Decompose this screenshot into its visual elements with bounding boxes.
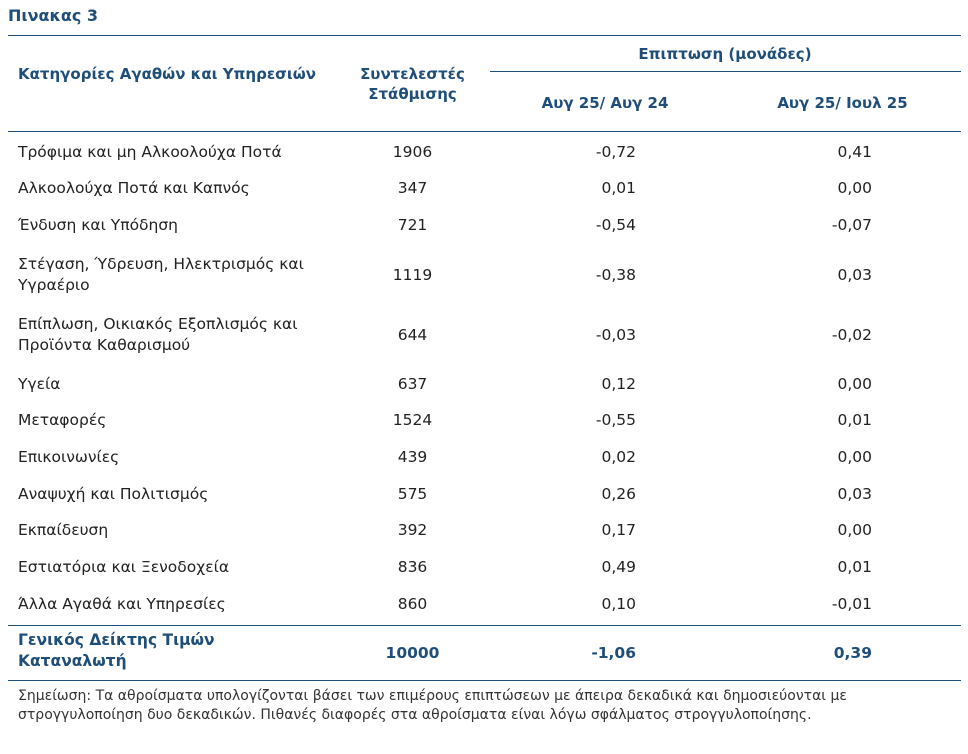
row-category: Τρόφιμα και μη Αλκοολούχα Ποτά bbox=[18, 143, 282, 161]
row-mom: 0,01 bbox=[837, 411, 872, 429]
row-weight: 637 bbox=[397, 375, 428, 393]
row-mom: 0,03 bbox=[837, 485, 872, 503]
row-weight: 836 bbox=[397, 558, 428, 576]
row-mom: 0,01 bbox=[837, 558, 872, 576]
row-category: Υγεία bbox=[18, 375, 61, 393]
row-yoy: -0,54 bbox=[595, 216, 636, 234]
row-yoy: 0,10 bbox=[601, 595, 636, 613]
row-mom: 0,03 bbox=[837, 266, 872, 284]
row-yoy: -0,03 bbox=[595, 326, 636, 344]
row-mom: -0,01 bbox=[831, 595, 872, 613]
row-category: Εστιατόρια και Ξενοδοχεία bbox=[18, 558, 230, 576]
row-category: Άλλα Αγαθά και Υπηρεσίες bbox=[18, 595, 226, 613]
row-weight: 392 bbox=[397, 521, 428, 539]
row-mom: -0,02 bbox=[831, 326, 872, 344]
row-yoy: -0,38 bbox=[595, 266, 636, 284]
total-top-rule bbox=[8, 625, 961, 626]
row-weight: 721 bbox=[397, 216, 428, 234]
total-mom: 0,39 bbox=[833, 644, 872, 662]
row-yoy: -0,72 bbox=[595, 143, 636, 161]
row-category: Ένδυση και Υπόδηση bbox=[18, 216, 179, 234]
row-category: Εκπαίδευση bbox=[18, 521, 109, 539]
row-weight: 439 bbox=[397, 448, 428, 466]
table-title: Πινακας 3 bbox=[8, 6, 99, 25]
total-yoy: -1,06 bbox=[591, 644, 636, 662]
row-weight: 1119 bbox=[392, 266, 433, 284]
header-yoy: Αυγ 25/ Αυγ 24 bbox=[541, 94, 669, 112]
row-yoy: -0,55 bbox=[595, 411, 636, 429]
row-mom: 0,41 bbox=[837, 143, 872, 161]
total-bottom-rule bbox=[8, 680, 961, 681]
header-impact: Επιπτωση (μονάδες) bbox=[638, 45, 812, 63]
row-yoy: 0,26 bbox=[601, 485, 636, 503]
row-yoy: 0,49 bbox=[601, 558, 636, 576]
header-mom: Αυγ 25/ Ιουλ 25 bbox=[777, 94, 908, 112]
total-weight: 10000 bbox=[385, 644, 440, 662]
row-mom: 0,00 bbox=[837, 521, 872, 539]
row-category: Επίπλωση, Οικιακός Εξοπλισμός και Προϊόν… bbox=[18, 315, 298, 354]
row-weight: 1906 bbox=[392, 143, 433, 161]
row-category: Επικοινωνίες bbox=[18, 448, 120, 466]
row-category: Αλκοολούχα Ποτά και Καπνός bbox=[18, 179, 250, 197]
row-mom: -0,07 bbox=[831, 216, 872, 234]
row-mom: 0,00 bbox=[837, 375, 872, 393]
row-category: Αναψυχή και Πολιτισμός bbox=[18, 485, 209, 503]
row-category: Μεταφορές bbox=[18, 411, 107, 429]
row-category: Στέγαση, Ύδρευση, Ηλεκτρισμός και Υγραέρ… bbox=[18, 255, 304, 294]
row-weight: 347 bbox=[397, 179, 428, 197]
header-bottom-rule bbox=[8, 131, 961, 132]
row-yoy: 0,17 bbox=[601, 521, 636, 539]
row-weight: 860 bbox=[397, 595, 428, 613]
top-rule bbox=[8, 35, 961, 36]
row-mom: 0,00 bbox=[837, 448, 872, 466]
row-mom: 0,00 bbox=[837, 179, 872, 197]
header-subrule bbox=[490, 71, 961, 72]
row-weight: 575 bbox=[397, 485, 428, 503]
row-yoy: 0,12 bbox=[601, 375, 636, 393]
total-category: Γενικός Δείκτης Τιμών Καταναλωτή bbox=[18, 631, 215, 670]
footnote: Σημείωση: Τα αθροίσματα υπολογίζονται βά… bbox=[18, 688, 847, 723]
row-weight: 644 bbox=[397, 326, 428, 344]
header-weights: Συντελεστές Στάθμισης bbox=[360, 65, 465, 103]
row-yoy: 0,01 bbox=[601, 179, 636, 197]
row-yoy: 0,02 bbox=[601, 448, 636, 466]
header-category: Κατηγορίες Αγαθών και Υπηρεσιών bbox=[18, 65, 316, 83]
row-weight: 1524 bbox=[392, 411, 433, 429]
